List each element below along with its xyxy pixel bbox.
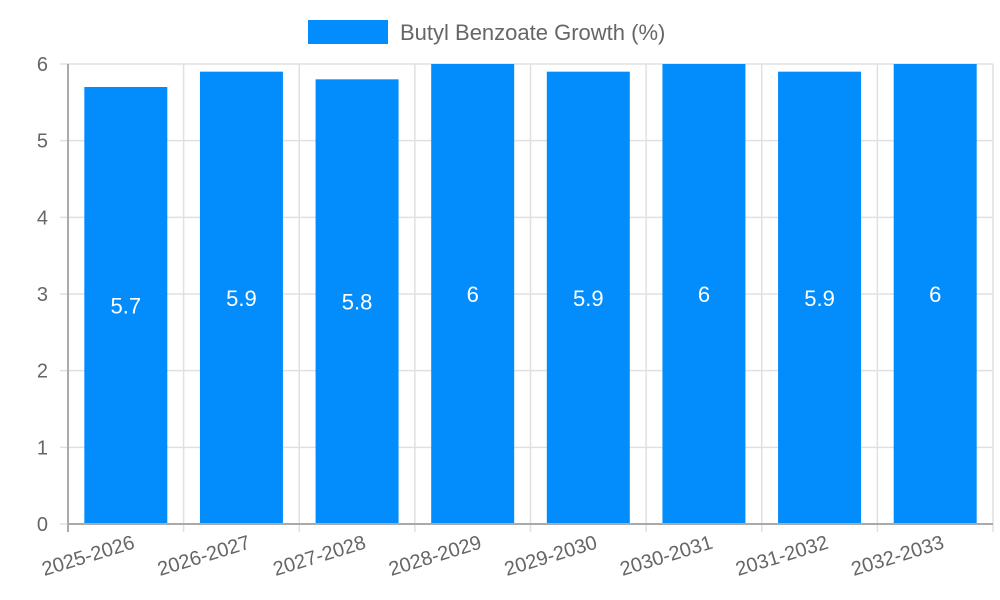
x-tick-label: 2028-2029 [386,532,484,581]
x-tick-label: 2025-2026 [39,532,137,581]
x-tick-label: 2032-2033 [849,532,947,581]
y-tick-label: 6 [37,54,48,76]
legend-label: Butyl Benzoate Growth (%) [400,20,665,45]
bar[interactable] [778,71,862,525]
y-tick-label: 1 [37,437,48,459]
y-tick-label: 5 [37,131,48,153]
x-tick-label: 2029-2030 [502,532,600,581]
legend[interactable]: Butyl Benzoate Growth (%) [308,20,665,45]
bar-value-label: 5.9 [573,286,604,311]
x-tick-label: 2030-2031 [617,532,715,581]
bar-value-label: 6 [467,282,479,307]
bar[interactable] [431,64,515,524]
x-tick-label: 2031-2032 [733,532,831,581]
bar-value-label: 5.9 [804,286,835,311]
bar[interactable] [546,71,630,525]
y-tick-label: 0 [37,514,48,536]
bar[interactable] [199,71,283,525]
y-tick-label: 3 [37,284,48,306]
x-tick-label: 2027-2028 [271,532,369,581]
bars: 5.7 5.9 5.8 6 5.9 6 5.9 6 [84,64,977,525]
legend-swatch [308,20,388,44]
x-tick-label: 2026-2027 [155,532,253,581]
bar[interactable] [315,79,399,524]
y-tick-label: 4 [37,207,48,229]
y-tick-label: 2 [37,361,48,383]
bar-value-label: 6 [929,282,941,307]
bar-value-label: 5.8 [342,290,373,315]
bar-value-label: 5.7 [111,294,142,319]
bar[interactable] [662,64,746,524]
bar-value-label: 5.9 [226,286,257,311]
bar[interactable] [84,87,168,524]
bar-value-label: 6 [698,282,710,307]
bar[interactable] [893,64,977,524]
